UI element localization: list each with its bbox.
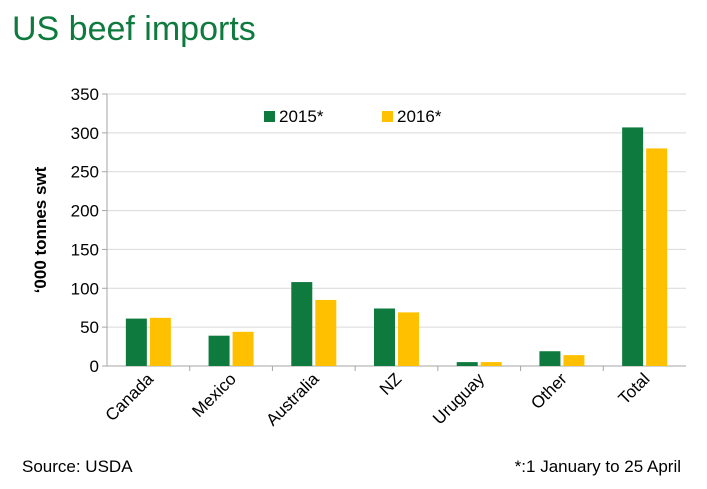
source-note: Source: USDA	[22, 457, 133, 476]
y-tick-label: 350	[71, 85, 99, 104]
axes	[102, 93, 686, 371]
bar-2016-other	[563, 355, 585, 366]
bar-2016-australia	[315, 299, 337, 366]
x-category-label: Total	[615, 369, 654, 408]
y-axis-label: ‘000 tonnes swt	[31, 166, 50, 293]
legend-label: 2015*	[279, 107, 324, 126]
gridlines	[107, 93, 686, 328]
x-category-label: NZ	[376, 369, 405, 398]
chart-title: US beef imports	[12, 10, 256, 48]
y-tick-label: 200	[71, 202, 99, 221]
x-category-label: Uruguay	[429, 369, 488, 428]
bar-2016-nz	[398, 312, 419, 366]
bar-2015-mexico	[208, 335, 230, 366]
bar-2015-uruguay	[456, 362, 478, 366]
bar-2016-canada	[149, 317, 171, 366]
x-category-label: Canada	[102, 369, 158, 425]
legend-swatch	[264, 111, 275, 122]
legend-label: 2016*	[397, 107, 442, 126]
x-category-label: Australia	[262, 369, 323, 430]
bar-2016-total	[646, 148, 668, 366]
x-category-label: Other	[527, 369, 571, 413]
y-tick-labels: 0 50 100 150 200 250 300 350	[71, 85, 99, 376]
bar-2015-canada	[125, 318, 147, 366]
bar-2016-mexico	[232, 331, 254, 366]
bar-2015-other	[539, 351, 561, 366]
x-category-labels: Canada Mexico Australia NZ Uruguay Other Total	[102, 369, 654, 430]
y-tick-label: 100	[71, 279, 99, 298]
bar-2015-nz	[374, 308, 395, 366]
y-tick-label: 300	[71, 124, 99, 143]
y-tick-label: 50	[80, 318, 99, 337]
legend: 2015* 2016*	[264, 107, 442, 126]
x-category-label: Mexico	[188, 369, 240, 421]
y-tick-label: 250	[71, 163, 99, 182]
bar-2016-uruguay	[480, 362, 502, 366]
y-tick-label: 150	[71, 240, 99, 259]
bars	[125, 127, 668, 366]
y-tick-label: 0	[90, 357, 99, 376]
bar-2015-total	[622, 127, 644, 366]
bar-2015-australia	[291, 282, 313, 366]
footnote: *:1 January to 25 April	[514, 457, 681, 476]
legend-swatch	[382, 111, 393, 122]
